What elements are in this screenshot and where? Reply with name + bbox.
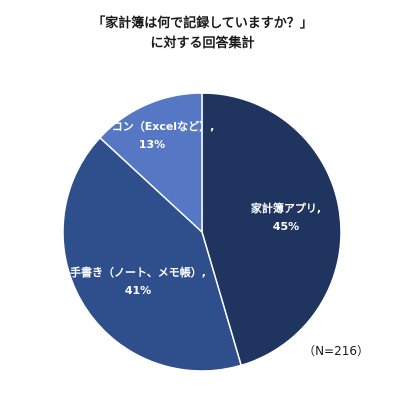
chart-title-line-1: 「家計簿は何で記録していますか？」: [92, 16, 313, 31]
pie-slice-3: [98, 92, 203, 234]
slice-label-3: パソコン（Excelなど）,: [90, 120, 215, 133]
slice-label-2: 手書き（ノート、メモ帳）,: [70, 265, 206, 279]
sample-size-note: （N=216）: [303, 344, 369, 358]
slice-label-1: 家計簿アプリ,: [251, 201, 321, 215]
pie-slice-1: [201, 92, 342, 367]
slice-value-label-1: 45%: [273, 220, 299, 233]
slice-value-label-3: 13%: [139, 138, 165, 151]
slice-value-label-2: 41%: [125, 284, 151, 297]
chart-title-line-2: に対する回答集計: [150, 36, 255, 51]
pie-slice-2: [62, 136, 243, 372]
chart-title: 「家計簿は何で記録していますか？」 に対する回答集計: [0, 14, 405, 54]
